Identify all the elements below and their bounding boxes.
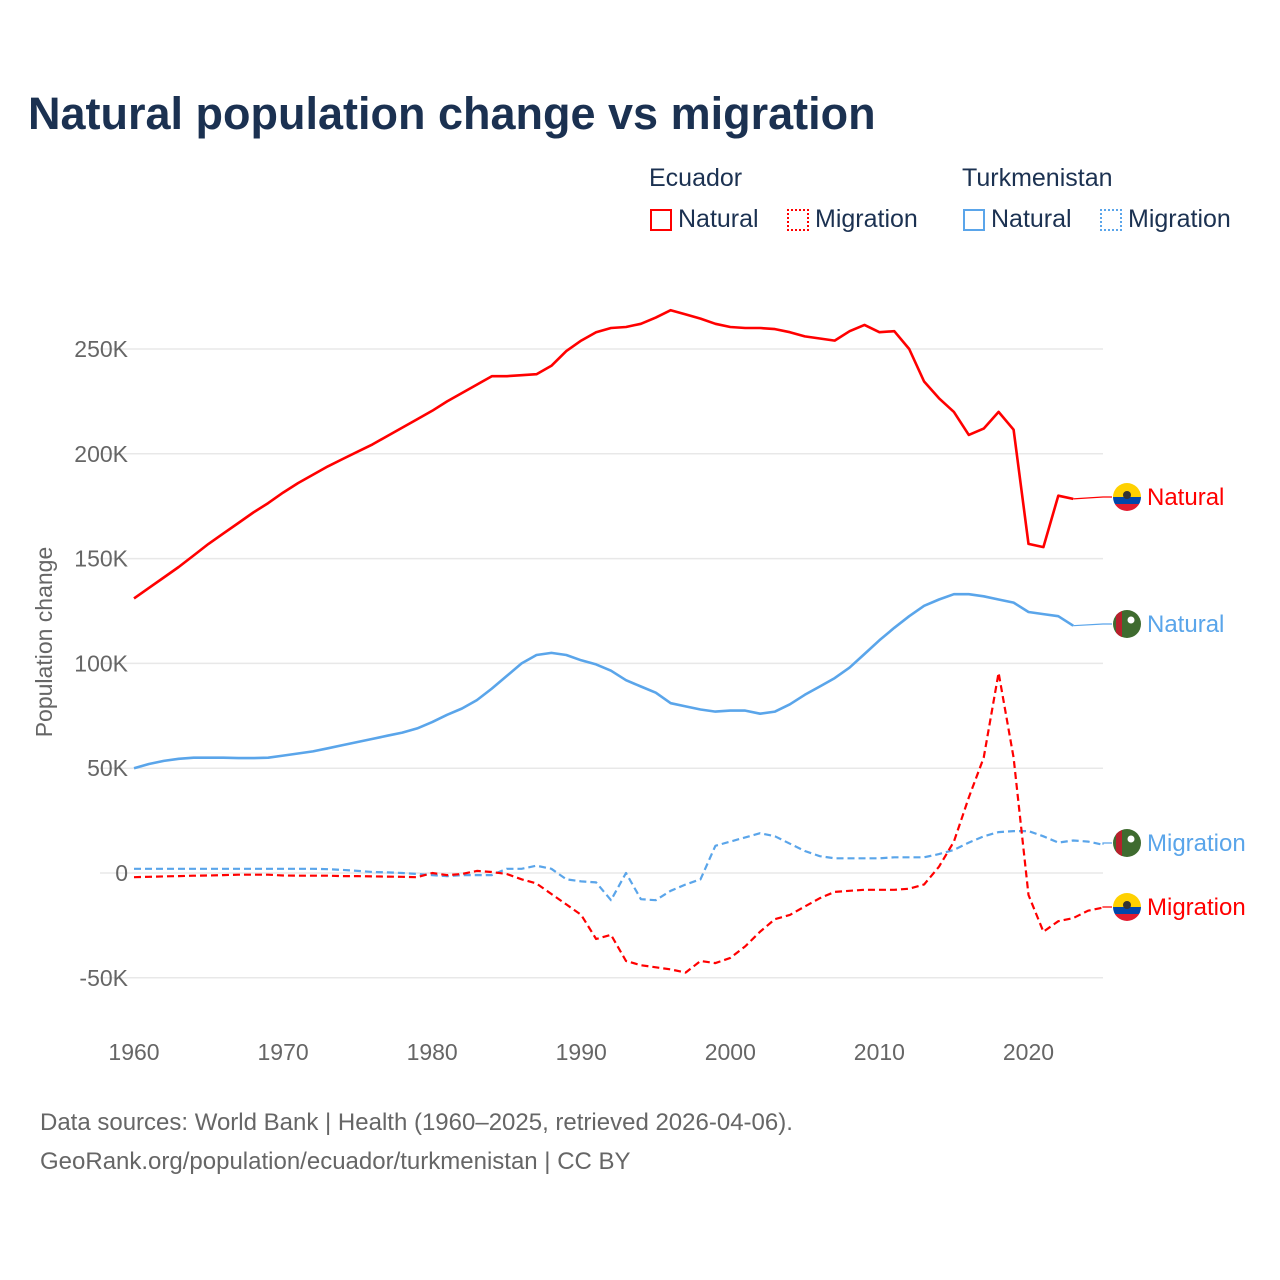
turkmenistan-flag-icon xyxy=(1113,610,1141,638)
flag-stripe xyxy=(1116,610,1122,638)
legend-label: Migration xyxy=(815,205,918,233)
flag-stripe xyxy=(1113,483,1141,497)
legend-label: Natural xyxy=(678,205,759,233)
flag-crescent xyxy=(1127,616,1135,624)
y-tick-label: 100K xyxy=(74,650,128,676)
flag-stripe xyxy=(1113,504,1141,511)
series-end-label: Natural xyxy=(1147,484,1224,511)
y-tick-label: 50K xyxy=(87,755,129,781)
legend-label: Natural xyxy=(991,205,1072,233)
series-line-turkmenistan-natural xyxy=(133,592,1074,770)
series-line-ecuador-natural xyxy=(133,308,1074,600)
chart-title: Natural population change vs migration xyxy=(28,88,876,139)
flag-stripe xyxy=(1116,829,1122,857)
legend-group-turkmenistan: Turkmenistan xyxy=(962,164,1113,192)
flag-stripe xyxy=(1113,907,1141,914)
footer-source: Data sources: World Bank | Health (1960–… xyxy=(40,1109,793,1136)
leader-line xyxy=(1102,842,1112,845)
x-tick-label: 1970 xyxy=(257,1039,308,1065)
flag-stripe xyxy=(1113,497,1141,504)
legend-item-ecuador-migration[interactable]: Migration xyxy=(787,205,918,234)
series-end-label: Natural xyxy=(1147,611,1224,638)
y-tick-label: 200K xyxy=(74,441,128,467)
turkmenistan-flag-icon xyxy=(1113,829,1141,857)
legend-item-turkmenistan-migration[interactable]: Migration xyxy=(1100,205,1231,234)
ecuador-flag-icon xyxy=(1113,483,1141,511)
y-tick-label: 150K xyxy=(74,546,128,572)
y-tick-label: -50K xyxy=(79,965,128,991)
flag-body xyxy=(1113,483,1141,511)
footer-url[interactable]: GeoRank.org/population/ecuador/turkmenis… xyxy=(40,1148,631,1175)
legend-swatch-solid xyxy=(650,208,672,231)
flag-emblem xyxy=(1123,491,1131,499)
series-end-label: Migration xyxy=(1147,830,1246,857)
y-tick-label: 0 xyxy=(115,860,128,886)
flag-body xyxy=(1113,610,1141,638)
flag-crescent xyxy=(1127,835,1135,843)
leader-line xyxy=(1102,906,1112,908)
y-tick-label: 250K xyxy=(74,336,128,362)
x-tick-label: 1990 xyxy=(556,1039,607,1065)
legend-swatch-solid xyxy=(963,208,985,231)
x-tick-label: 1960 xyxy=(108,1039,159,1065)
ecuador-flag-icon xyxy=(1113,893,1141,921)
legend-item-ecuador-natural[interactable]: Natural xyxy=(650,205,759,234)
legend-item-turkmenistan-natural[interactable]: Natural xyxy=(963,205,1072,234)
x-tick-label: 2010 xyxy=(854,1039,905,1065)
legend-swatch-dotted xyxy=(1100,208,1122,231)
flag-body xyxy=(1113,893,1141,921)
y-axis-label: Population change xyxy=(31,547,57,738)
series-line-ecuador-migration xyxy=(133,671,1104,974)
flag-emblem xyxy=(1123,901,1131,909)
series-end-label: Migration xyxy=(1147,894,1246,921)
x-tick-label: 2020 xyxy=(1003,1039,1054,1065)
legend-label: Migration xyxy=(1128,205,1231,233)
legend-group-ecuador: Ecuador xyxy=(649,164,743,192)
legend-swatch-dotted xyxy=(787,208,809,231)
flag-stripe xyxy=(1113,914,1141,921)
leader-line xyxy=(1073,496,1112,500)
x-tick-label: 1980 xyxy=(407,1039,458,1065)
flag-stripe xyxy=(1113,893,1141,907)
flag-body xyxy=(1113,829,1141,857)
leader-line xyxy=(1073,623,1112,627)
x-tick-label: 2000 xyxy=(705,1039,756,1065)
series-line-turkmenistan-migration xyxy=(134,829,1104,902)
